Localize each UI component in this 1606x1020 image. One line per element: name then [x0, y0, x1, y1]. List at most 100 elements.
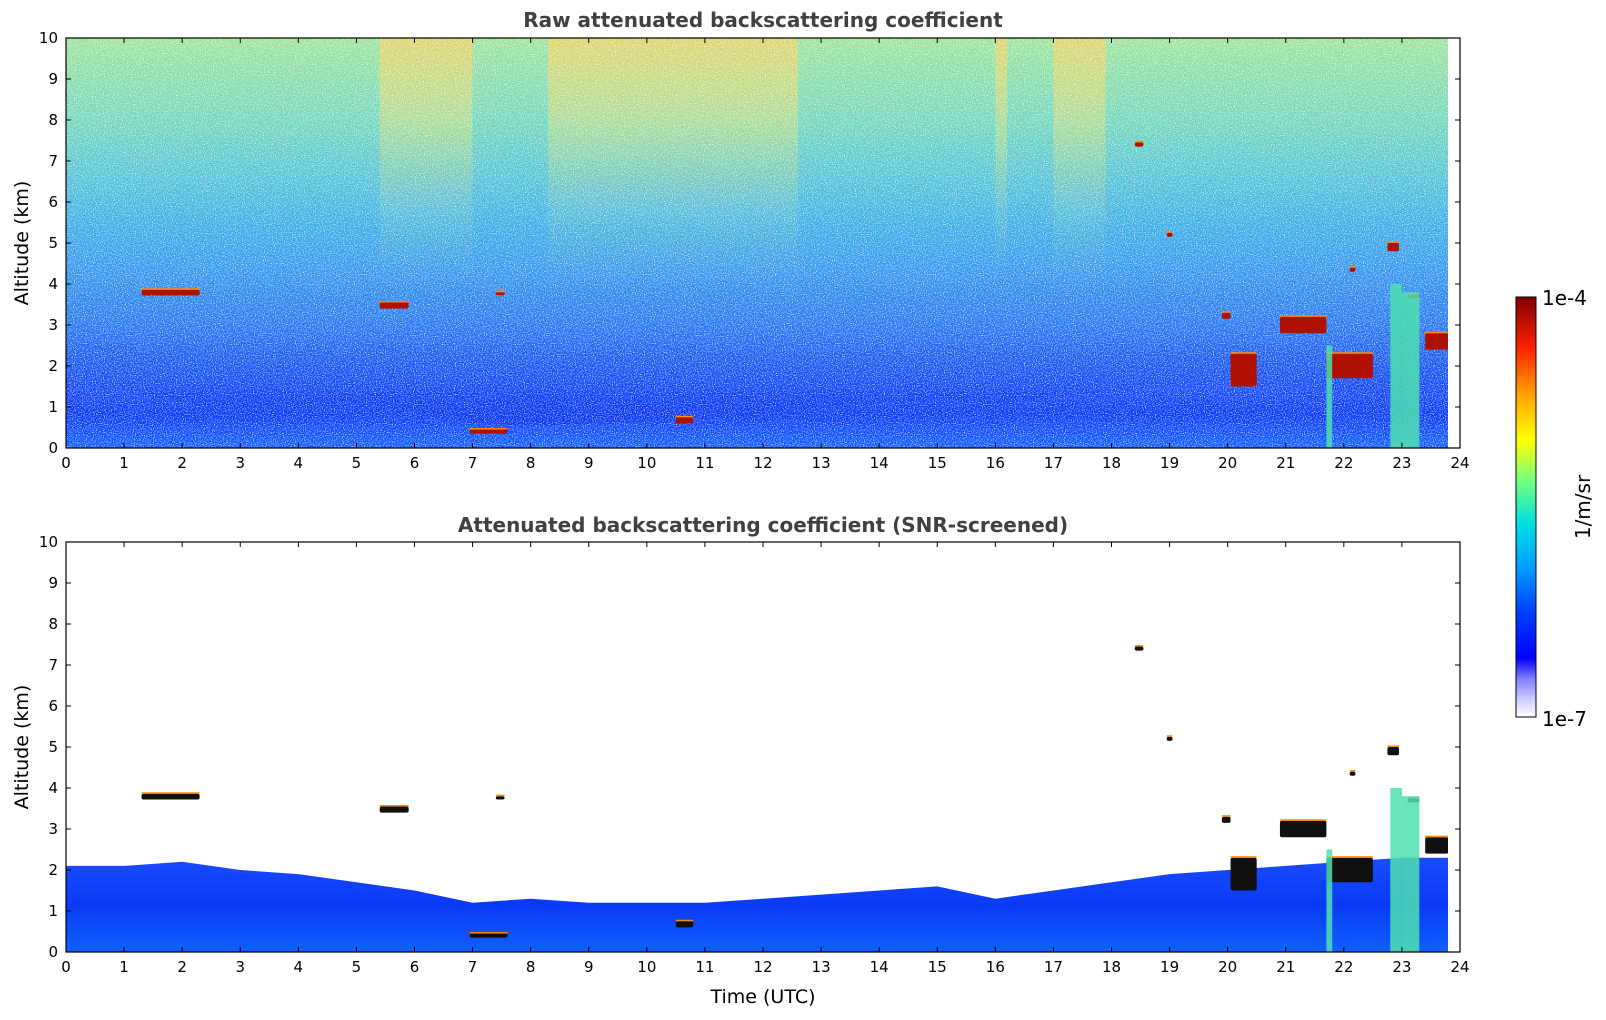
cloud-edge [495, 794, 505, 797]
fallstreak [1401, 292, 1420, 448]
y-ticks: 0 1 2 3 4 5 6 7 8 9 10 [39, 533, 1460, 961]
cloud-edge [1349, 770, 1356, 772]
y-tick-label: 5 [48, 738, 58, 756]
cloud-edge [1134, 645, 1144, 647]
x-tick-label: 9 [584, 958, 594, 976]
y-tick-label: 7 [48, 656, 58, 674]
y-axis-label: Altitude (km) [11, 685, 33, 810]
cloud-edge [495, 290, 505, 293]
x-tick-label: 17 [1044, 958, 1063, 976]
y-tick-label: 1 [48, 398, 58, 416]
y-tick-label: 7 [48, 152, 58, 170]
x-tick-label: 15 [928, 454, 947, 472]
x-tick-label: 2 [177, 454, 187, 472]
cloud-edge [1221, 311, 1231, 313]
cloud-layer [1387, 243, 1400, 252]
x-tick-label: 24 [1450, 454, 1469, 472]
cloud-layers [141, 141, 1449, 434]
precipitation-fallstreaks [1326, 284, 1420, 448]
cloud-layer [1134, 646, 1144, 651]
precipitation-fallstreaks [1326, 788, 1420, 952]
cloud-edge [1279, 315, 1327, 317]
x-tick-label: 6 [410, 454, 420, 472]
x-tick-label: 7 [468, 958, 478, 976]
cloud-layer [1221, 816, 1231, 823]
x-tick-label: 19 [1160, 454, 1179, 472]
y-axis-label: Altitude (km) [11, 181, 33, 306]
x-tick-label: 6 [410, 958, 420, 976]
cloud-layer [1349, 771, 1356, 776]
x-tick-label: 22 [1334, 958, 1353, 976]
cloud-layer [141, 793, 200, 800]
x-ticks: 0 1 2 3 4 5 6 7 8 9 10 11 12 13 14 15 16 17 18 19 20 21 22 23 24 [61, 38, 1470, 472]
y-tick-label: 4 [48, 275, 58, 293]
x-tick-label: 4 [294, 454, 304, 472]
cloud-layer [1387, 747, 1400, 756]
x-tick-label: 13 [812, 454, 831, 472]
raw-backscatter-panel: Raw attenuated backscattering coefficien… [11, 8, 1470, 472]
colorbar: 1e-4 1e-7 1/m/sr [1515, 286, 1595, 731]
cloud-edge [141, 288, 200, 290]
cloud-edge [1166, 231, 1173, 233]
x-tick-label: 3 [235, 454, 245, 472]
x-tick-label: 7 [468, 454, 478, 472]
cloud-edge [469, 428, 508, 430]
x-axis-label: Time (UTC) [709, 986, 815, 1008]
cloud-layer [1349, 267, 1356, 272]
x-tick-label: 8 [526, 454, 536, 472]
cloud-edge [1230, 856, 1257, 858]
x-tick-label: 19 [1160, 958, 1179, 976]
cloud-layer [1230, 857, 1257, 891]
x-tick-label: 23 [1392, 958, 1411, 976]
y-tick-label: 5 [48, 234, 58, 252]
cloud-layer [1221, 312, 1231, 319]
x-tick-label: 21 [1276, 454, 1295, 472]
cloud-edge [1349, 266, 1356, 268]
y-tick-label: 0 [48, 439, 58, 457]
x-tick-label: 8 [526, 958, 536, 976]
colorbar-min-label: 1e-7 [1542, 707, 1587, 731]
cloud-edge [675, 415, 694, 418]
y-tick-label: 2 [48, 861, 58, 879]
y-tick-label: 9 [48, 70, 58, 88]
panel-title: Attenuated backscattering coefficient (S… [458, 513, 1068, 537]
cloud-layer [1230, 353, 1257, 387]
x-tick-label: 23 [1392, 454, 1411, 472]
x-tick-label: 1 [119, 958, 129, 976]
cloud-edge [1221, 815, 1231, 817]
y-tick-label: 10 [39, 29, 58, 47]
cloud-edge [675, 919, 694, 922]
y-tick-label: 3 [48, 820, 58, 838]
no-data-strip [1448, 38, 1460, 448]
x-tick-label: 5 [352, 958, 362, 976]
cloud-layer [675, 417, 694, 424]
x-ticks: 0 1 2 3 4 5 6 7 8 9 10 11 12 13 14 15 16 17 18 19 20 21 22 23 24 [61, 542, 1470, 976]
x-tick-label: 10 [637, 454, 656, 472]
cloud-edge [1230, 352, 1257, 354]
colorbar-max-label: 1e-4 [1542, 286, 1587, 310]
x-tick-label: 11 [695, 454, 714, 472]
cloud-layer [495, 292, 505, 296]
cloud-edge [1425, 835, 1449, 838]
fallstreak [1390, 788, 1402, 952]
fallstreak [1390, 284, 1402, 448]
x-tick-label: 21 [1276, 958, 1295, 976]
x-tick-label: 10 [637, 958, 656, 976]
y-tick-label: 4 [48, 779, 58, 797]
fallstreak [1401, 796, 1420, 952]
x-tick-label: 4 [294, 958, 304, 976]
cloud-edge [1134, 141, 1144, 143]
y-ticks: 0 1 2 3 4 5 6 7 8 9 10 [39, 29, 1460, 457]
cloud-layer [141, 289, 200, 296]
y-tick-label: 3 [48, 316, 58, 334]
x-tick-label: 12 [753, 958, 772, 976]
x-tick-label: 20 [1218, 454, 1237, 472]
x-tick-label: 1 [119, 454, 129, 472]
cloud-edge [1387, 745, 1400, 747]
y-tick-label: 9 [48, 574, 58, 592]
cloud-layer [495, 796, 505, 800]
cloud-edge [379, 804, 409, 807]
x-tick-label: 14 [870, 454, 889, 472]
y-tick-label: 2 [48, 357, 58, 375]
